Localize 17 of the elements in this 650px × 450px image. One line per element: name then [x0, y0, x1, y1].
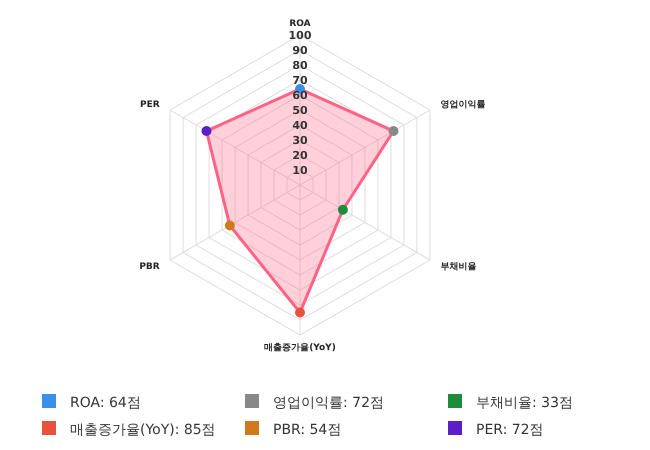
- y-tick-label: 70: [292, 74, 308, 87]
- spoke-label: 부채비율: [440, 262, 476, 272]
- spoke-label: 매출증가율(YoY): [264, 342, 336, 353]
- y-tick-label: 90: [292, 44, 308, 57]
- spoke-label: PER: [140, 100, 160, 110]
- y-tick-label: 40: [292, 119, 308, 132]
- spoke-label: 영업이익률: [440, 100, 486, 110]
- spoke-label: ROA: [289, 19, 311, 29]
- y-tick-label: 80: [292, 59, 308, 72]
- spoke-label: PBR: [139, 262, 160, 272]
- y-tick-label: 30: [292, 134, 308, 147]
- y-tick-label: 100: [288, 29, 312, 42]
- y-tick-label: 60: [292, 89, 308, 102]
- legend: ROA: 64점 영업이익률: 72점 부채비율: 33점 매출증가율(YoY): 85점 PBR: 54점 PER: 72점: [42, 394, 573, 438]
- y-tick-label: 10: [292, 164, 308, 177]
- y-tick-label: 20: [292, 149, 308, 162]
- y-tick-label: 50: [292, 104, 308, 117]
